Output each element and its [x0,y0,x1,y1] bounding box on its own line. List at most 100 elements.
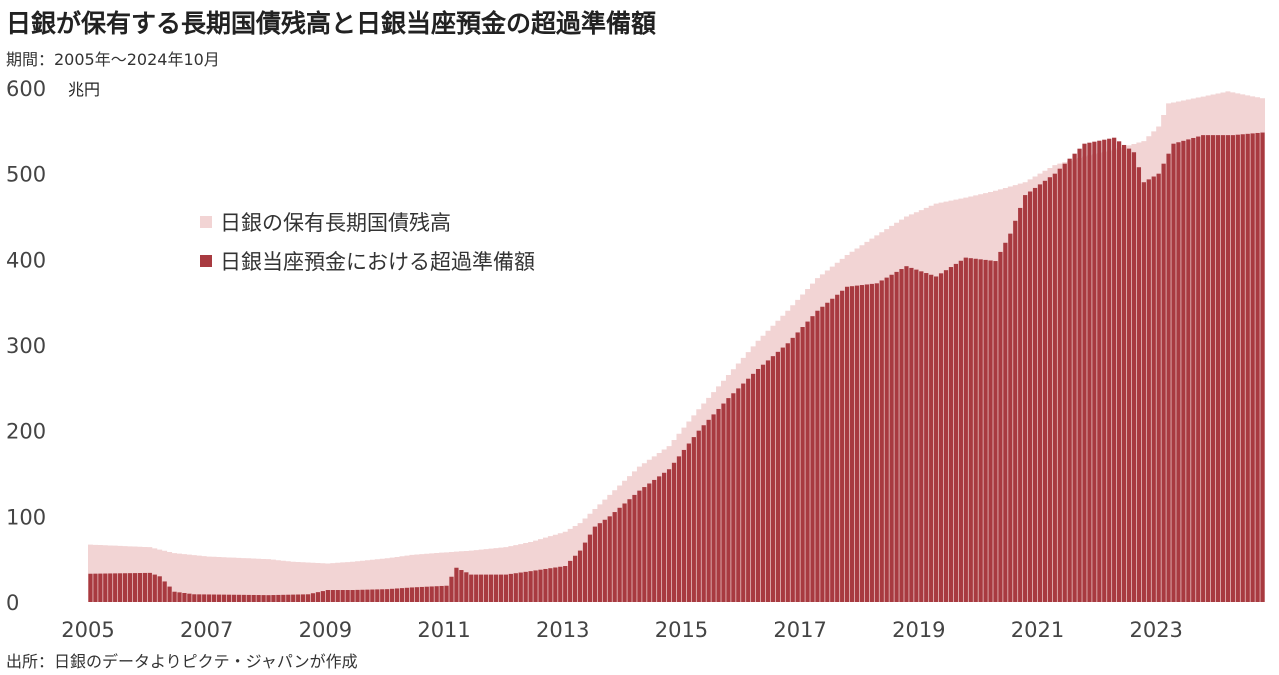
x-tick-label: 2005 [61,618,114,642]
excess-reserve-bar [602,519,607,602]
excess-reserve-bar [666,469,672,602]
excess-reserve-bar [286,594,291,602]
excess-reserve-bar [1255,132,1260,603]
excess-reserve-bar [577,550,583,602]
excess-reserve-bar [192,594,197,602]
y-tick-label: 300 [6,334,46,358]
excess-reserve-bar [108,573,113,602]
x-tick-label: 2007 [180,618,233,642]
excess-reserve-bar [533,570,538,602]
excess-reserve-bar [1186,139,1191,602]
excess-reserve-bar [810,316,815,602]
excess-reserve-bar [251,594,256,602]
excess-reserve-bar [1235,134,1240,602]
excess-reserve-bar [973,258,978,602]
excess-reserve-bar [904,266,909,602]
excess-reserve-bar [1250,133,1255,602]
excess-reserve-bar [795,332,800,602]
excess-reserve-bar [573,555,578,602]
excess-reserve-bar [568,560,573,602]
excess-reserve-bar [236,594,241,602]
excess-reserve-bar [370,589,375,602]
excess-reserve-bar [118,573,123,602]
excess-reserve-bar [815,310,820,602]
excess-reserve-bar [785,343,790,602]
excess-reserve-bar [296,594,301,602]
excess-reserve-bar [1107,138,1112,602]
excess-reserve-bar [1220,135,1226,602]
x-tick-label: 2019 [892,618,945,642]
excess-reserve-bar [938,273,944,602]
excess-reserve-bar [1210,135,1216,602]
excess-reserve-bar [548,568,553,602]
excess-reserve-bar [647,483,652,602]
excess-reserve-bar [1230,135,1235,602]
excess-reserve-bar [162,581,167,602]
y-tick-label: 400 [6,248,46,272]
excess-reserve-bar [1013,220,1018,602]
excess-reserve-bar [439,585,444,602]
excess-reserve-bar [721,403,726,602]
excess-reserve-bar [197,594,202,602]
excess-reserve-bar [592,526,598,602]
x-tick-label: 2015 [655,618,708,642]
excess-reserve-bar [226,594,232,602]
excess-reserve-bar [281,594,286,602]
excess-reserve-bar [983,259,988,602]
excess-reserve-bar [914,269,919,602]
x-tick-label: 2023 [1129,618,1182,642]
excess-reserve-bar [988,260,993,602]
excess-reserve-bar [365,589,370,602]
chart-source: 出所：日銀のデータよりピクテ・ジャパンが作成 [6,652,358,671]
excess-reserve-bar [731,393,736,602]
excess-reserve-bar [113,573,118,602]
excess-reserve-bar [869,283,874,602]
excess-reserve-bar [385,589,390,602]
excess-reserve-bar [1225,135,1231,602]
excess-reserve-bar [617,507,622,602]
excess-reserve-bar [1102,139,1107,602]
excess-reserve-bar [1151,176,1156,602]
excess-reserve-bar [266,595,271,602]
chart-title: 日銀が保有する長期国債残高と日銀当座預金の超過準備額 [6,9,657,38]
excess-reserve-bar [98,573,103,602]
excess-reserve-bar [1027,191,1033,602]
excess-reserve-bar [1171,143,1176,602]
excess-reserve-bar [310,593,316,602]
excess-reserve-bar [1032,187,1038,602]
excess-reserve-bar [375,589,380,602]
excess-reserve-bar [479,574,484,602]
excess-reserve-bar [765,360,771,602]
excess-reserve-bar [800,327,805,602]
excess-reserve-bar [963,257,968,602]
excess-reserve-bar [657,476,662,602]
y-tick-label: 100 [6,505,46,529]
legend-swatch-excess [200,255,212,267]
excess-reserve-bar [345,590,350,602]
excess-reserve-bar [93,573,98,602]
excess-reserve-bar [211,594,217,602]
excess-reserve-bar [553,567,558,602]
excess-reserve-bar [953,263,959,602]
excess-reserve-bar [1047,177,1052,603]
excess-reserve-bar [805,321,810,602]
excess-reserve-bar [132,573,138,602]
excess-reserve-bar [671,462,677,602]
excess-reserve-bar [399,588,405,602]
legend-label-holdings: 日銀の保有長期国債残高 [220,211,451,235]
excess-reserve-bar [409,587,415,602]
excess-reserve-bar [751,373,756,602]
excess-reserve-bar [167,586,172,602]
x-tick-label: 2009 [299,618,352,642]
excess-reserve-bar [271,595,276,602]
excess-reserve-bar [291,594,296,602]
excess-reserve-bar [790,337,795,602]
excess-reserve-bar [137,573,143,602]
excess-reserve-bar [424,586,429,602]
excess-reserve-bar [736,388,741,602]
legend-label-excess: 日銀当座預金における超過準備額 [220,250,535,274]
excess-reserve-bar [538,569,543,602]
excess-reserve-bar [587,534,593,602]
excess-reserve-bar [1146,179,1151,602]
excess-reserve-bar [1023,195,1028,602]
